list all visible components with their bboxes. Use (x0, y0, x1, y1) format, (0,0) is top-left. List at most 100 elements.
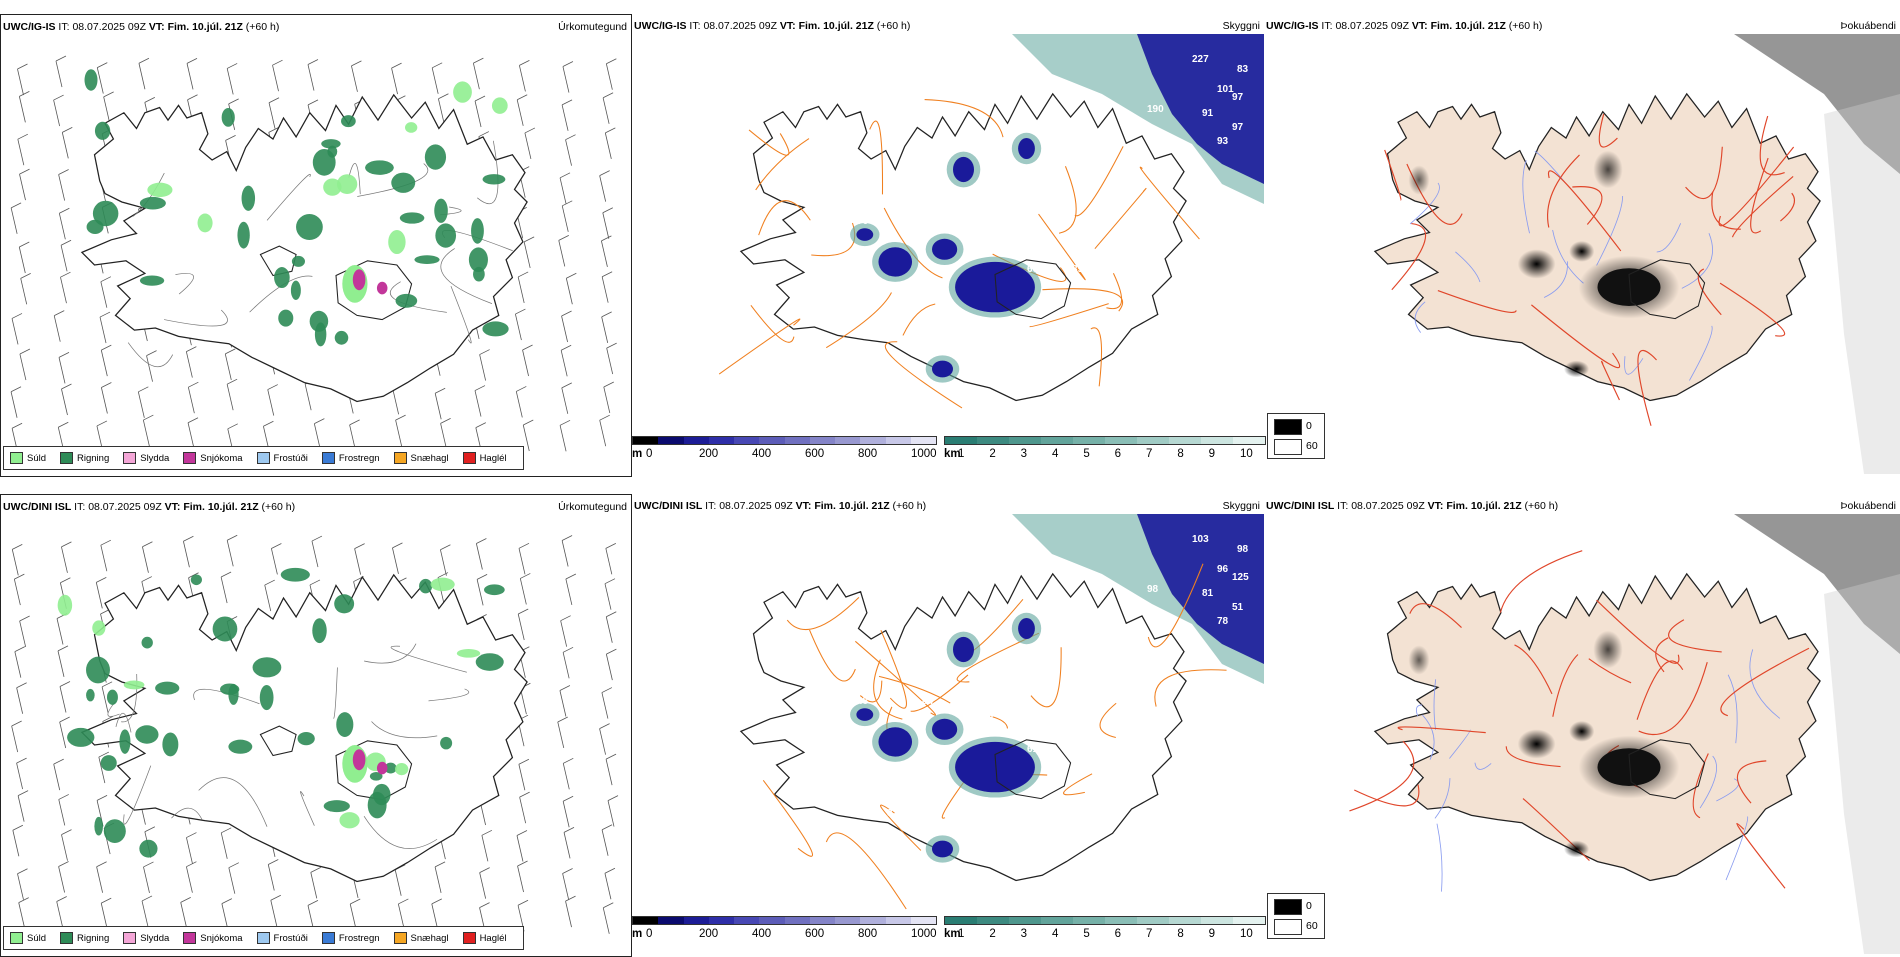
ceiling-color-bar (632, 436, 937, 445)
legend-swatch (123, 932, 137, 944)
scale-color-step (1233, 917, 1265, 924)
legend-swatch (10, 932, 23, 944)
scale-color-step (860, 437, 886, 444)
ceiling-value-label: 227 (1192, 54, 1209, 65)
ceiling-value-label: 60 (1027, 264, 1039, 275)
ceiling-value-label: 83 (1237, 64, 1249, 75)
coastline (739, 92, 1187, 402)
scale-tick-label: 2 (989, 928, 996, 940)
ceiling-value-label: 30 (1124, 312, 1136, 323)
legend-item-7: Haglél (462, 932, 507, 944)
legend-label: Súld (27, 452, 47, 464)
scale-tick-label: 7 (1146, 448, 1153, 460)
ceiling-value-label: 20 (1032, 88, 1044, 99)
roads (107, 643, 470, 849)
scale-tick-label: 6 (1114, 448, 1122, 460)
scale-tick-label: 800 (858, 928, 878, 940)
fog-index-cells (1408, 150, 1680, 378)
scale-color-step (1201, 437, 1233, 444)
scale-color-step (784, 917, 810, 924)
scale-color-step (977, 917, 1009, 924)
scale-tick-label: 0 (646, 448, 653, 460)
panel-title: Úrkomutegund (558, 21, 627, 33)
legend-label: Slydda (140, 932, 170, 944)
sea-fog (1734, 34, 1900, 174)
legend-item-6: Snæhagl (393, 452, 449, 464)
ceiling-value-label: 37 (977, 796, 989, 807)
scale-tick-label: 9 (1208, 928, 1216, 940)
scale-tick-label: 200 (699, 448, 719, 460)
precip-type-legend: Súld Rigning Slydda Snjókoma Frostúði Frostre… (3, 926, 524, 950)
scale-color-step (809, 437, 835, 444)
ceiling-value-label: 81 (1202, 588, 1214, 599)
scale-tick-label: 4 (1052, 928, 1059, 940)
scale-color-step (1105, 917, 1137, 924)
scale-tick-label: 1000 (911, 928, 937, 940)
visibility-color-bar (944, 916, 1266, 925)
ceiling-value-label: 76 (857, 216, 869, 227)
iceland (718, 92, 1200, 409)
legend-swatch (256, 932, 270, 944)
scale-tick-label: 600 (805, 448, 825, 460)
coastline (1373, 92, 1821, 402)
fog-legend-row1: 0 60 (1267, 413, 1325, 459)
ceiling-value-label: 36 (1124, 792, 1136, 803)
scale-color-step (809, 917, 835, 924)
scale-color-step (658, 917, 684, 924)
ceiling-scale-row2: m 0 200 400 600 800 1000 (632, 916, 937, 954)
ceiling-value-label: 52 (977, 316, 989, 327)
ceiling-value-label: 52 (982, 231, 994, 242)
legend-item-2: Slydda (123, 932, 169, 944)
iceland (80, 69, 528, 403)
fog-high-label: 0 (1306, 900, 1312, 912)
fog-high-swatch (1274, 899, 1302, 915)
glacier-outline (1628, 259, 1706, 320)
legend-swatch (183, 932, 197, 944)
fog-index-cells (1408, 630, 1680, 858)
legend-swatch (60, 932, 74, 944)
scale-color-step (633, 437, 659, 444)
ceiling-scale-row1: m 0 200 400 600 800 1000 (632, 436, 937, 474)
panel-title: Þokuábendi (1840, 20, 1896, 32)
ceiling-value-label: 76 (922, 216, 934, 227)
ceiling-value-label: 46 (1032, 706, 1044, 717)
scale-color-step (633, 917, 659, 924)
scale-color-step (683, 917, 709, 924)
legend-item-2: Slydda (123, 452, 169, 464)
scale-unit: m (632, 448, 643, 460)
ceiling-value-label: 103 (1192, 534, 1209, 545)
legend-item-0: Súld (10, 932, 46, 944)
precip-cells (84, 69, 509, 347)
coastline (80, 93, 528, 403)
fog-legend-row2: 0 60 (1267, 893, 1325, 939)
ceiling-value-label: 190 (1147, 104, 1164, 115)
ceiling-value-label: 84 (922, 696, 934, 707)
scale-color-step (1169, 917, 1201, 924)
ceiling-value-label: 125 (1232, 572, 1249, 583)
glacier-outline (259, 725, 297, 757)
coastline (1373, 572, 1821, 882)
sea-fog (1824, 574, 1900, 954)
scale-tick-label: 1000 (911, 448, 937, 460)
scale-color-step (1041, 437, 1073, 444)
fog-high-swatch (1274, 419, 1302, 435)
legend-label: Rigning (77, 452, 110, 464)
visibility-scale-row1: km 1 2 3 4 5 6 7 8 9 10 (944, 436, 1266, 474)
scale-color-step (1233, 437, 1265, 444)
legend-item-4: Frostúði (256, 452, 308, 464)
fog-panel-row1: UWC/IG-IS IT: 08.07.2025 09Z VT: Fim. 10… (1264, 14, 1900, 477)
legend-swatch (123, 452, 137, 464)
ceiling-value-label: 97 (1232, 92, 1244, 103)
scale-tick-label: 800 (858, 448, 878, 460)
legend-swatch (462, 452, 476, 464)
ceiling-value-label: 57 (922, 808, 934, 819)
ceiling-value-label: 32 (887, 808, 899, 819)
legend-label: Frostúði (273, 932, 308, 944)
scale-tick-label: 1 (958, 928, 965, 940)
panel-title: Skyggni (1222, 20, 1260, 32)
scale-color-step (784, 437, 810, 444)
rivers (1415, 649, 1781, 892)
legend-label: Haglél (479, 452, 507, 464)
